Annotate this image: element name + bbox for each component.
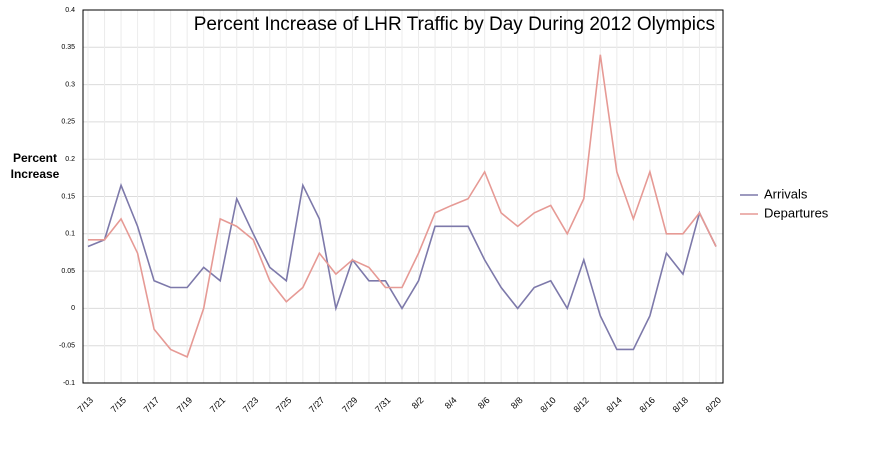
y-tick-label: 0.35 xyxy=(61,44,75,51)
legend-label: Arrivals xyxy=(764,186,808,201)
chart-title: Percent Increase of LHR Traffic by Day D… xyxy=(194,14,715,35)
series-line xyxy=(87,182,717,351)
x-tick-label: 8/4 xyxy=(443,395,459,411)
x-tick-label: 8/18 xyxy=(671,395,690,414)
y-axis-label: Percent Increase xyxy=(10,151,60,181)
x-tick-label: 7/23 xyxy=(241,395,260,414)
grid xyxy=(83,9,723,384)
y-tick-label: 0.25 xyxy=(61,119,75,126)
x-tick-label: 7/21 xyxy=(208,395,227,414)
x-tick-label: 8/14 xyxy=(604,395,623,414)
x-tick-label: 8/20 xyxy=(704,395,723,414)
x-tick-label: 7/15 xyxy=(109,395,128,414)
x-tick-label: 7/25 xyxy=(274,395,293,414)
y-tick-label: 0.1 xyxy=(65,231,75,238)
x-tick-label: 8/8 xyxy=(509,395,525,411)
plot-frame xyxy=(82,9,724,384)
y-tick-label: 0.2 xyxy=(65,156,75,163)
x-tick-label: 7/31 xyxy=(373,395,392,414)
x-tick-label: 8/16 xyxy=(638,395,657,414)
y-tick-label: 0.3 xyxy=(65,81,75,88)
y-tick-label: 0.4 xyxy=(65,7,75,14)
x-tick-label: 8/2 xyxy=(410,395,426,411)
x-tick-label: 7/19 xyxy=(175,395,194,414)
series-line xyxy=(88,54,717,358)
x-tick-label: 7/27 xyxy=(307,395,326,414)
y-tick-label: -0.05 xyxy=(59,343,75,350)
x-tick-label: 8/10 xyxy=(538,395,557,414)
y-tick-label: 0 xyxy=(71,305,75,312)
y-tick-label: 0.05 xyxy=(61,268,75,275)
y-tick-label: -0.1 xyxy=(63,380,75,387)
x-tick-label: 7/29 xyxy=(340,395,359,414)
x-tick-label: 8/6 xyxy=(476,395,492,411)
x-tick-label: 8/12 xyxy=(571,395,590,414)
x-tick-label: 7/17 xyxy=(142,395,161,414)
y-tick-label: 0.15 xyxy=(61,193,75,200)
legend-label: Departures xyxy=(764,205,829,220)
x-tick-label: 7/13 xyxy=(76,395,95,414)
